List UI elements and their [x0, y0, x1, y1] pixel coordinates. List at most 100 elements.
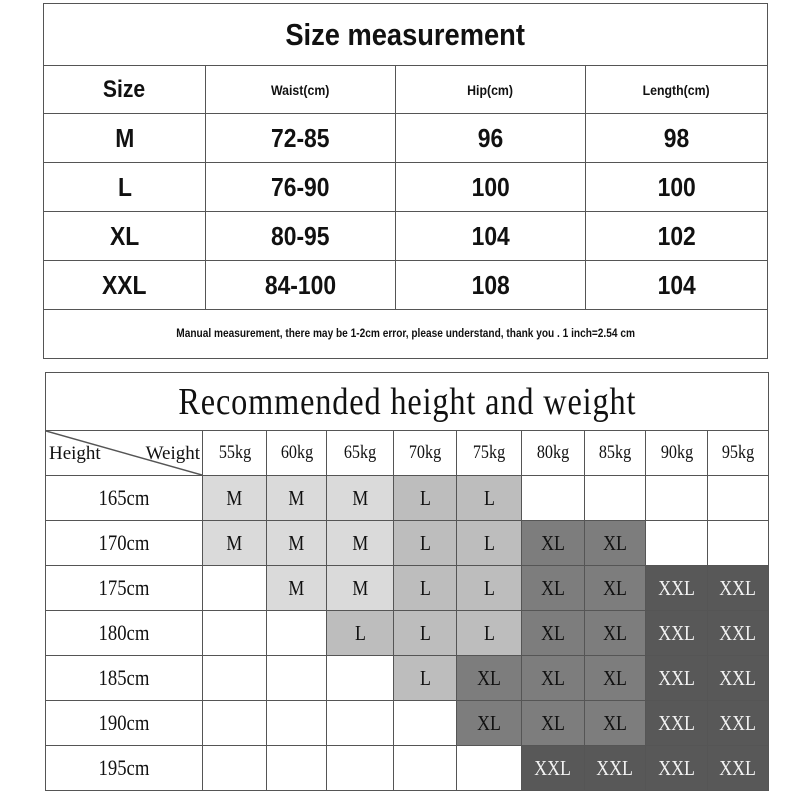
- cell-length: 102: [584, 211, 769, 261]
- height-label: 170cm: [45, 520, 203, 566]
- size-cell: XL: [584, 610, 646, 656]
- empty-cell: [645, 520, 708, 566]
- size-cell: M: [202, 475, 267, 521]
- size-cell: XL: [456, 655, 522, 701]
- cell-size: XXL: [43, 260, 206, 310]
- size-cell: XXL: [706, 610, 770, 656]
- cell-length: 104: [584, 260, 769, 310]
- size-table-title: Size measurement: [42, 3, 769, 66]
- cell-size: L: [43, 162, 206, 212]
- empty-cell: [584, 475, 646, 521]
- cell-length: 98: [584, 113, 769, 163]
- cell-size: XL: [43, 211, 206, 261]
- empty-cell: [521, 475, 585, 521]
- size-cell: L: [326, 610, 394, 656]
- empty-cell: [266, 655, 327, 701]
- empty-cell: [326, 655, 394, 701]
- size-cell: L: [393, 475, 457, 521]
- size-cell: XL: [521, 700, 585, 746]
- weight-header: 95kg: [706, 430, 770, 476]
- diagonal-divider: [46, 431, 202, 475]
- size-cell: XXL: [521, 745, 585, 791]
- size-cell: M: [326, 475, 394, 521]
- size-cell: XL: [584, 565, 646, 611]
- cell-waist: 84-100: [205, 260, 396, 310]
- size-cell: L: [456, 475, 522, 521]
- empty-cell: [456, 745, 522, 791]
- empty-cell: [202, 745, 267, 791]
- size-cell: XXL: [584, 745, 646, 791]
- size-cell: L: [393, 565, 457, 611]
- size-cell: XXL: [645, 565, 708, 611]
- size-cell: M: [326, 520, 394, 566]
- height-label: 195cm: [45, 745, 203, 791]
- height-label: 185cm: [45, 655, 203, 701]
- size-cell: XL: [521, 655, 585, 701]
- size-cell: XL: [521, 565, 585, 611]
- size-cell: XXL: [706, 745, 770, 791]
- size-cell: L: [393, 655, 457, 701]
- weight-header: 85kg: [584, 430, 646, 476]
- header-length: Length(cm): [584, 65, 769, 114]
- empty-cell: [266, 610, 327, 656]
- size-cell: M: [266, 475, 327, 521]
- cell-hip: 96: [395, 113, 586, 163]
- size-cell: M: [202, 520, 267, 566]
- empty-cell: [645, 475, 708, 521]
- cell-waist: 72-85: [205, 113, 396, 163]
- cell-size: M: [43, 113, 206, 163]
- size-cell: L: [456, 610, 522, 656]
- size-cell: XL: [584, 700, 646, 746]
- cell-waist: 76-90: [205, 162, 396, 212]
- size-cell: XXL: [645, 610, 708, 656]
- cell-hip: 108: [395, 260, 586, 310]
- height-row: 165cm M M M L L: [45, 475, 770, 521]
- size-cell: M: [266, 520, 327, 566]
- size-cell: XL: [584, 655, 646, 701]
- height-row: 170cm M M M L L XL XL: [45, 520, 770, 566]
- recommended-height-weight-table: Recommended height and weight Height Wei…: [44, 372, 770, 791]
- size-cell: XXL: [645, 700, 708, 746]
- size-cell: XXL: [706, 565, 770, 611]
- height-row: 175cm M M L L XL XL XXL XXL: [45, 565, 770, 611]
- header-hip: Hip(cm): [395, 65, 586, 114]
- height-axis-label: Height: [49, 443, 101, 464]
- height-label: 165cm: [45, 475, 203, 521]
- height-label: 190cm: [45, 700, 203, 746]
- size-cell: XL: [521, 520, 585, 566]
- empty-cell: [202, 610, 267, 656]
- empty-cell: [202, 655, 267, 701]
- weight-header: 65kg: [326, 430, 394, 476]
- cell-waist: 80-95: [205, 211, 396, 261]
- size-cell: L: [456, 565, 522, 611]
- size-cell: L: [456, 520, 522, 566]
- height-row: 195cm XXL XXL XXL XXL: [45, 745, 770, 791]
- cell-hip: 104: [395, 211, 586, 261]
- size-cell: L: [393, 520, 457, 566]
- size-cell: XXL: [645, 745, 708, 791]
- size-cell: XL: [521, 610, 585, 656]
- corner-cell: Height Weight: [45, 430, 203, 476]
- empty-cell: [266, 700, 327, 746]
- size-cell: XXL: [706, 655, 770, 701]
- size-table-header: Size Waist(cm) Hip(cm) Length(cm): [43, 65, 769, 114]
- cell-hip: 100: [395, 162, 586, 212]
- empty-cell: [706, 475, 770, 521]
- size-row: XXL 84-100 108 104: [43, 260, 769, 310]
- weight-header: 70kg: [393, 430, 457, 476]
- size-cell: M: [326, 565, 394, 611]
- header-waist: Waist(cm): [205, 65, 396, 114]
- empty-cell: [706, 520, 770, 566]
- size-cell: L: [393, 610, 457, 656]
- weight-header: 60kg: [266, 430, 327, 476]
- size-cell: XXL: [706, 700, 770, 746]
- size-row: M 72-85 96 98: [43, 113, 769, 163]
- weight-header: 80kg: [521, 430, 585, 476]
- empty-cell: [266, 745, 327, 791]
- empty-cell: [202, 700, 267, 746]
- weight-header: 90kg: [645, 430, 708, 476]
- weight-header: 55kg: [202, 430, 267, 476]
- empty-cell: [393, 700, 457, 746]
- empty-cell: [326, 745, 394, 791]
- empty-cell: [393, 745, 457, 791]
